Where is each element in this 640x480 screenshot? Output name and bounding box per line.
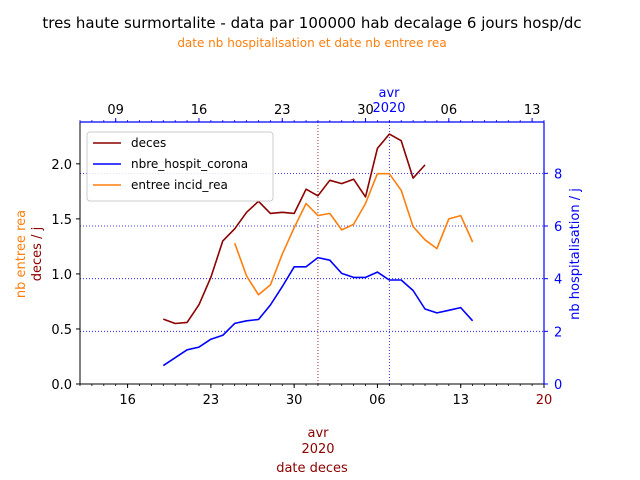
x-bottom-tick-label: 30 — [286, 393, 303, 408]
y-left-tick-label: 0.0 — [51, 378, 72, 393]
x-top-tick-label: 30 — [357, 103, 374, 118]
legend: deces nbre_hospit_corona entree incid_re… — [86, 131, 274, 202]
x-bottom-tick-label: 20 — [536, 393, 553, 408]
y-left-tick-label: 1.0 — [51, 268, 72, 283]
y-right-tick-label: 4 — [554, 273, 562, 288]
x-bottom-tick-label: 16 — [119, 393, 136, 408]
plot-series — [162, 133, 474, 367]
chart-subtitle: date nb hospitalisation et date nb entre… — [177, 36, 446, 50]
series-line-deces — [163, 133, 426, 325]
chart-title: tres haute surmortalite - data par 10000… — [42, 14, 581, 32]
y-right-label: nb hospitalisation / j — [568, 188, 583, 320]
bottom-axis-month-label: avr — [307, 426, 329, 441]
legend-box — [86, 131, 274, 202]
x-top-tick-label: 06 — [441, 103, 458, 118]
x-bottom-tick-label: 13 — [452, 393, 469, 408]
top-axis-month-label: avr — [378, 86, 400, 101]
x-axis-label: date deces — [276, 461, 348, 476]
series-line-rea — [233, 172, 474, 296]
series-line-hospit — [162, 256, 474, 367]
y-left-tick-label: 2.0 — [51, 158, 72, 173]
x-top-tick-label: 23 — [274, 103, 291, 118]
x-bottom-tick-label: 06 — [369, 393, 386, 408]
y-left-tick-label: 0.5 — [51, 323, 72, 338]
y-left-label-deces: deces / j — [30, 227, 45, 281]
y-right-tick-label: 2 — [554, 325, 562, 340]
grid-lines — [80, 122, 544, 384]
y-right-tick-label: 0 — [554, 378, 562, 393]
x-top-tick-label: 13 — [524, 103, 541, 118]
y-left-tick-label: 1.5 — [51, 213, 72, 228]
y-right-tick-label: 6 — [554, 220, 562, 235]
legend-label-rea: entree incid_rea — [131, 178, 228, 192]
y-right-tick-label: 8 — [554, 167, 562, 182]
bottom-axis-year-label: 2020 — [301, 442, 334, 457]
legend-label-hospit: nbre_hospit_corona — [131, 157, 248, 171]
top-axis-year-label: 2020 — [372, 101, 405, 116]
x-top-tick-label: 16 — [191, 103, 208, 118]
legend-label-deces: deces — [131, 136, 166, 150]
x-bottom-tick-label: 23 — [203, 393, 220, 408]
x-top-tick-label: 09 — [107, 103, 124, 118]
y-left-label-rea: nb entree rea — [14, 210, 29, 298]
